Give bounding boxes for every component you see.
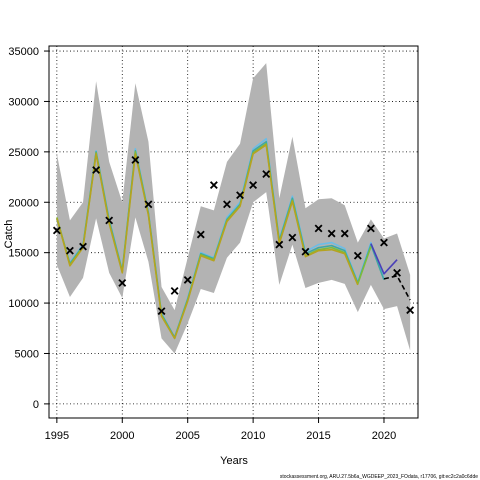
observed-point [380, 238, 388, 247]
series-line-5 [383, 275, 411, 301]
observed-point-stroke [353, 251, 362, 260]
observed-point [262, 170, 271, 178]
y-axis-title: Catch [3, 220, 15, 249]
observed-point [118, 278, 127, 287]
x-axis-title: Years [220, 455, 248, 467]
observed-point [314, 224, 323, 233]
observed-point [393, 268, 402, 277]
series-line-4 [370, 243, 398, 275]
observed-point [144, 200, 153, 209]
observed-point [79, 242, 87, 251]
observed-point-stroke [105, 216, 114, 225]
observed-point [223, 200, 231, 209]
observed-point-stroke [406, 306, 415, 315]
observed-point [288, 233, 297, 242]
y-tick-label: 20000 [8, 197, 39, 209]
observed-point [157, 307, 166, 316]
x-tick-label: 2015 [306, 430, 330, 442]
observed-point [249, 181, 258, 190]
observed-point-stroke [52, 226, 61, 235]
observed-point-stroke [327, 229, 336, 238]
y-tick-label: 15000 [8, 248, 39, 260]
confidence-band-layer [56, 63, 411, 354]
observed-point-stroke [366, 224, 375, 233]
y-tick-label: 25000 [8, 147, 39, 159]
x-tick-label: 2000 [110, 430, 134, 442]
observed-point [340, 229, 349, 238]
observed-point [183, 275, 192, 284]
observed-point-stroke [380, 238, 388, 247]
series-line-3 [56, 143, 359, 340]
y-tick-label: 35000 [8, 46, 39, 58]
observed-point-stroke [262, 170, 271, 178]
observed-point [406, 306, 415, 315]
observed-point [105, 216, 114, 225]
x-tick-label: 1995 [45, 430, 69, 442]
observed-point [131, 155, 140, 164]
observed-point-stroke [183, 275, 192, 284]
observed-point [327, 229, 336, 238]
plot-frame [48, 45, 419, 419]
observed-point-stroke [288, 233, 297, 242]
observed-point-stroke [340, 229, 349, 238]
y-tick-label: 5000 [15, 348, 39, 360]
observed-point [65, 246, 74, 255]
observed-point-stroke [275, 240, 284, 249]
y-tick-label: 10000 [8, 298, 39, 310]
y-tick-label: 0 [33, 399, 39, 411]
observed-point [275, 240, 284, 249]
observed-point-stroke [209, 181, 218, 190]
observed-point [92, 166, 101, 174]
observed-point-stroke [314, 224, 323, 233]
observed-point-stroke [79, 242, 87, 251]
observed-point [353, 251, 362, 260]
observed-point-stroke [249, 181, 258, 190]
observed-point-stroke [157, 307, 166, 316]
x-tick-label: 2005 [175, 430, 199, 442]
y-axis: 0 5000 10000 15000 20000 25000 30000 35000 [8, 46, 49, 411]
observed-point [52, 226, 61, 235]
series-layer [56, 137, 411, 340]
observed-point [236, 191, 244, 200]
observed-point-stroke [92, 166, 101, 174]
observed-point-stroke [301, 247, 310, 256]
observed-points-layer [52, 155, 415, 316]
x-axis: 1995 2000 2005 2010 2015 2020 [45, 418, 396, 442]
observed-point-stroke [223, 200, 231, 209]
observed-point-stroke [144, 200, 153, 209]
footer-note: stockassessment.org, ARU.27.5b6a_WGDEEP_… [280, 474, 478, 480]
observed-point-stroke [170, 287, 179, 295]
observed-point [209, 181, 218, 190]
observed-point-stroke [393, 268, 402, 277]
x-tick-label: 2020 [372, 430, 396, 442]
confidence-band [56, 63, 411, 354]
y-tick-label: 30000 [8, 96, 39, 108]
x-tick-label: 2010 [241, 430, 265, 442]
observed-point-stroke [236, 191, 244, 200]
observed-point [196, 230, 205, 239]
observed-point-stroke [131, 155, 140, 164]
observed-point [170, 287, 179, 295]
observed-point-stroke [196, 230, 205, 239]
observed-point-stroke [118, 278, 127, 287]
observed-point [366, 224, 375, 233]
observed-point-stroke [65, 246, 74, 255]
observed-point [301, 247, 310, 256]
